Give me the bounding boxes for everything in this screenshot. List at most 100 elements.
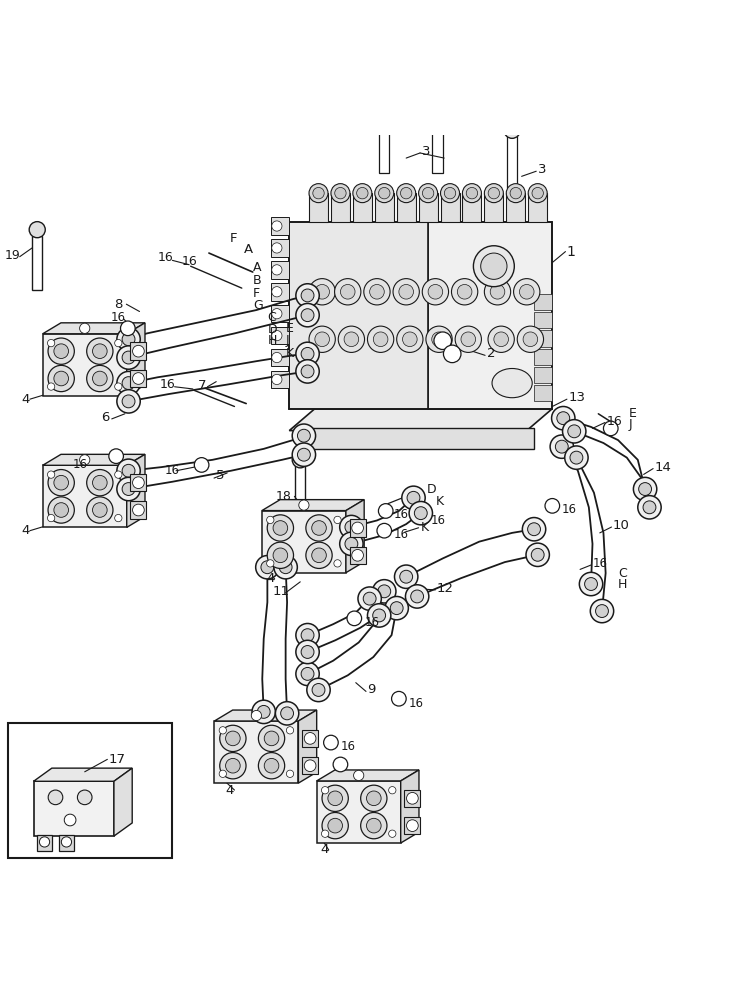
Circle shape bbox=[444, 345, 461, 363]
Bar bbox=[507, 193, 526, 222]
Bar bbox=[350, 519, 366, 537]
Circle shape bbox=[292, 443, 315, 466]
Circle shape bbox=[331, 184, 350, 203]
Circle shape bbox=[309, 279, 335, 305]
Text: 16: 16 bbox=[111, 311, 126, 324]
Circle shape bbox=[400, 570, 413, 583]
Circle shape bbox=[406, 792, 418, 804]
Circle shape bbox=[273, 548, 288, 563]
Bar bbox=[485, 193, 504, 222]
Bar bbox=[271, 261, 289, 279]
Circle shape bbox=[92, 503, 107, 517]
Circle shape bbox=[347, 611, 362, 626]
Circle shape bbox=[312, 521, 326, 535]
Circle shape bbox=[520, 284, 534, 299]
Circle shape bbox=[307, 678, 330, 702]
Text: F: F bbox=[229, 232, 237, 245]
Circle shape bbox=[272, 309, 282, 319]
Circle shape bbox=[117, 346, 141, 369]
Text: C: C bbox=[618, 567, 627, 580]
Bar bbox=[529, 193, 548, 222]
Circle shape bbox=[296, 640, 319, 664]
Circle shape bbox=[132, 504, 144, 516]
Circle shape bbox=[376, 107, 392, 123]
Circle shape bbox=[292, 452, 308, 468]
Circle shape bbox=[272, 287, 282, 297]
Polygon shape bbox=[307, 428, 534, 449]
Text: 16: 16 bbox=[158, 251, 173, 264]
Circle shape bbox=[390, 602, 403, 615]
Circle shape bbox=[430, 107, 446, 123]
Bar bbox=[59, 835, 74, 851]
Circle shape bbox=[121, 321, 135, 336]
Bar bbox=[309, 193, 328, 222]
Circle shape bbox=[514, 279, 540, 305]
Text: 16: 16 bbox=[394, 528, 408, 541]
Bar bbox=[534, 367, 553, 383]
Bar bbox=[534, 349, 553, 365]
Circle shape bbox=[568, 425, 580, 438]
Circle shape bbox=[367, 791, 381, 806]
Circle shape bbox=[526, 543, 550, 566]
Circle shape bbox=[86, 365, 113, 392]
Text: 11: 11 bbox=[272, 585, 289, 598]
Circle shape bbox=[345, 537, 358, 550]
Circle shape bbox=[340, 532, 363, 556]
Circle shape bbox=[441, 184, 460, 203]
Circle shape bbox=[306, 515, 332, 541]
Text: 16: 16 bbox=[592, 557, 608, 570]
Bar bbox=[8, 723, 173, 858]
Circle shape bbox=[550, 435, 573, 458]
Circle shape bbox=[364, 279, 390, 305]
Circle shape bbox=[251, 710, 261, 721]
Circle shape bbox=[117, 477, 141, 501]
Bar bbox=[271, 327, 289, 344]
Circle shape bbox=[507, 184, 526, 203]
Text: J: J bbox=[628, 418, 632, 431]
Polygon shape bbox=[317, 781, 400, 843]
Circle shape bbox=[312, 548, 326, 563]
Circle shape bbox=[352, 522, 364, 534]
Circle shape bbox=[296, 284, 319, 307]
Text: 16: 16 bbox=[408, 697, 423, 710]
Circle shape bbox=[434, 332, 452, 349]
Circle shape bbox=[286, 727, 294, 734]
Circle shape bbox=[463, 184, 482, 203]
Text: 18: 18 bbox=[276, 490, 292, 503]
Circle shape bbox=[92, 371, 107, 386]
Text: 16: 16 bbox=[561, 503, 577, 516]
Circle shape bbox=[354, 770, 364, 781]
Circle shape bbox=[117, 328, 141, 351]
Circle shape bbox=[419, 184, 438, 203]
Bar bbox=[375, 193, 394, 222]
Text: 16: 16 bbox=[607, 415, 623, 428]
Circle shape bbox=[324, 735, 338, 750]
Circle shape bbox=[638, 496, 661, 519]
Bar bbox=[397, 193, 416, 222]
Circle shape bbox=[409, 501, 433, 525]
Bar bbox=[463, 193, 482, 222]
Circle shape bbox=[334, 516, 341, 524]
Circle shape bbox=[48, 470, 75, 496]
Circle shape bbox=[252, 700, 275, 724]
Circle shape bbox=[296, 303, 319, 327]
Circle shape bbox=[272, 265, 282, 275]
Text: 16: 16 bbox=[365, 616, 379, 629]
Text: 9: 9 bbox=[367, 683, 376, 696]
Circle shape bbox=[301, 289, 314, 302]
Circle shape bbox=[301, 309, 314, 322]
Circle shape bbox=[86, 470, 113, 496]
Circle shape bbox=[279, 561, 292, 574]
Circle shape bbox=[531, 548, 544, 561]
Circle shape bbox=[78, 790, 92, 805]
Circle shape bbox=[92, 475, 107, 490]
Text: 3: 3 bbox=[422, 145, 430, 158]
Circle shape bbox=[532, 187, 543, 199]
Circle shape bbox=[407, 491, 420, 504]
Circle shape bbox=[358, 587, 381, 610]
Circle shape bbox=[305, 760, 316, 772]
Circle shape bbox=[296, 342, 319, 366]
Circle shape bbox=[335, 187, 346, 199]
Polygon shape bbox=[127, 323, 145, 396]
Circle shape bbox=[361, 812, 387, 839]
